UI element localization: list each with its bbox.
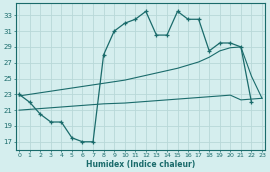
X-axis label: Humidex (Indice chaleur): Humidex (Indice chaleur) [86, 159, 195, 169]
